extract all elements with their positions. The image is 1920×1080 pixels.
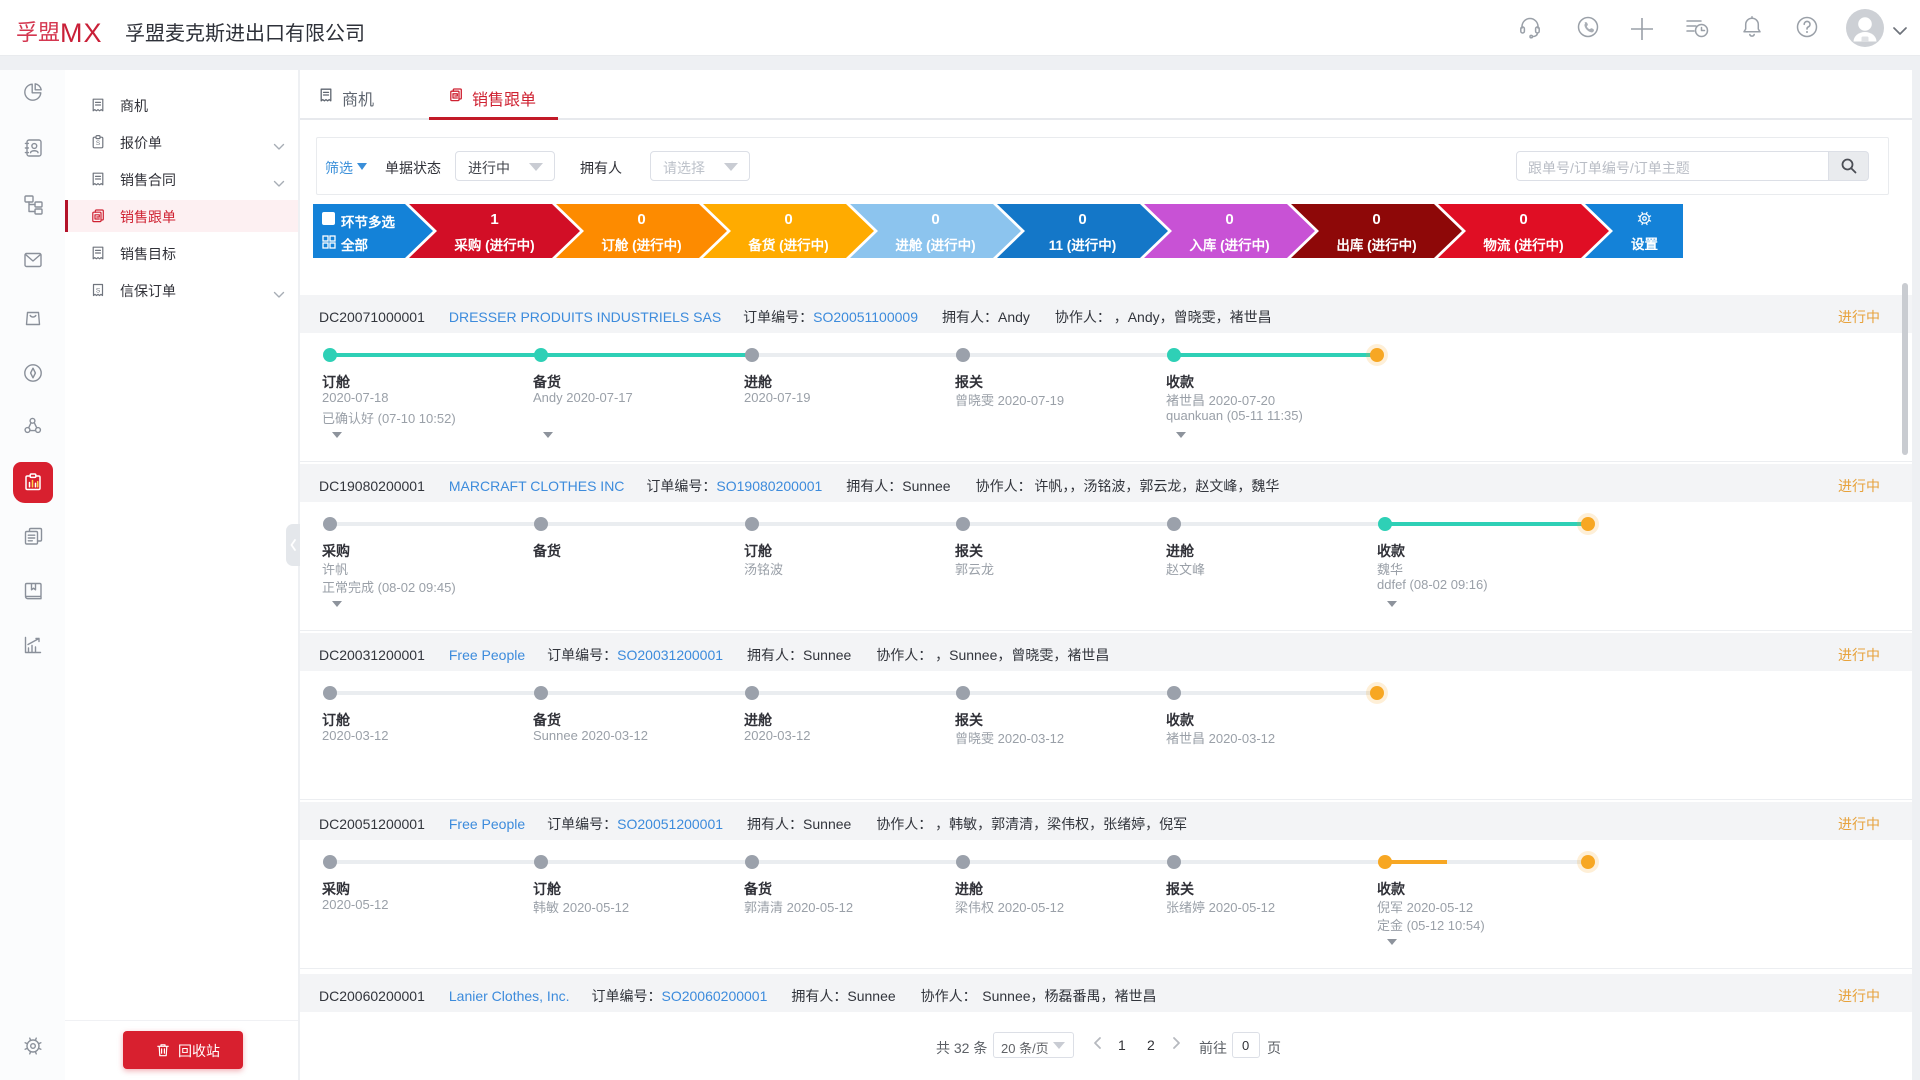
svg-text:S: S xyxy=(96,288,101,295)
svg-text:S: S xyxy=(96,140,101,147)
